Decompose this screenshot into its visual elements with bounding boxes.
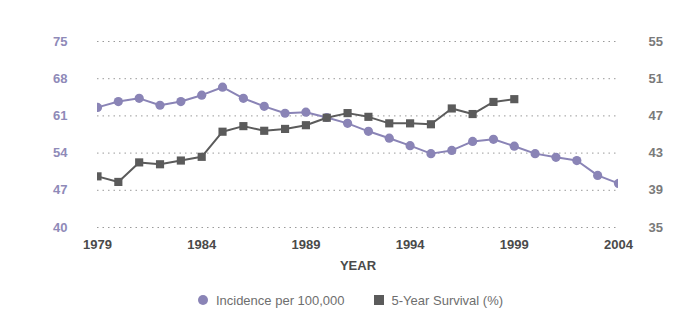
svg-text:55: 55 xyxy=(649,34,663,49)
svg-text:51: 51 xyxy=(649,71,663,86)
svg-text:2004: 2004 xyxy=(604,237,634,252)
html-text:Incidence per 100,000: Incidence per 100,000 xyxy=(215,292,345,308)
svg-text:1994: 1994 xyxy=(396,237,426,252)
svg-text:35: 35 xyxy=(649,220,663,235)
svg-text:43: 43 xyxy=(649,145,663,160)
svg-text:47: 47 xyxy=(53,182,67,197)
svg-text:YEAR: YEAR xyxy=(340,258,377,273)
svg-text:1984: 1984 xyxy=(187,237,217,252)
svg-text:1989: 1989 xyxy=(291,237,320,252)
svg-text:1979: 1979 xyxy=(83,237,112,252)
svg-text:61: 61 xyxy=(53,108,67,123)
html-text:5-Year Survival (%): 5-Year Survival (%) xyxy=(391,292,504,308)
svg-text:75: 75 xyxy=(53,34,67,49)
svg-text:40: 40 xyxy=(53,220,67,235)
svg-text:1999: 1999 xyxy=(500,237,529,252)
svg-text:54: 54 xyxy=(53,145,68,160)
svg-text:68: 68 xyxy=(53,71,67,86)
svg-text:39: 39 xyxy=(649,182,663,197)
svg-text:47: 47 xyxy=(649,108,663,123)
